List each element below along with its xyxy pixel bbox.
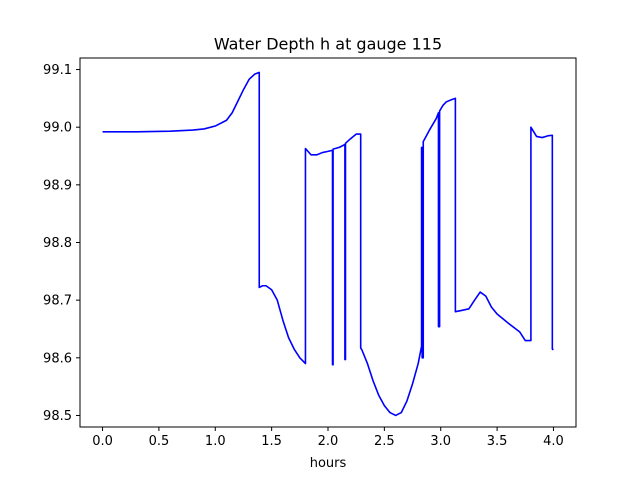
x-tick-label: 0.0 [92,434,113,449]
y-axis: 98.5 98.6 98.7 98.8 98.9 99.0 99.1 [43,63,80,424]
y-tick-label: 98.8 [43,236,72,251]
y-tick-label: 98.5 [43,409,72,424]
y-tick-label: 98.9 [43,178,72,193]
y-tick-label: 98.7 [43,294,72,309]
x-axis: 0.0 0.5 1.0 1.5 2.0 2.5 3.0 3.5 4.0 [92,427,564,449]
x-tick-label: 3.0 [430,434,451,449]
x-tick-label: 2.5 [374,434,395,449]
y-tick-label: 99.1 [43,63,72,78]
x-tick-label: 2.0 [318,434,339,449]
x-tick-label: 1.5 [261,434,282,449]
x-tick-label: 3.5 [487,434,508,449]
y-tick-label: 99.0 [43,121,72,136]
x-axis-title: hours [310,456,347,471]
x-tick-label: 0.5 [149,434,170,449]
x-tick-label: 4.0 [543,434,564,449]
y-tick-label: 98.6 [43,351,72,366]
chart-title: Water Depth h at gauge 115 [214,35,442,54]
series-line-h [102,71,554,417]
plot-area [102,71,554,417]
x-tick-label: 1.0 [205,434,226,449]
